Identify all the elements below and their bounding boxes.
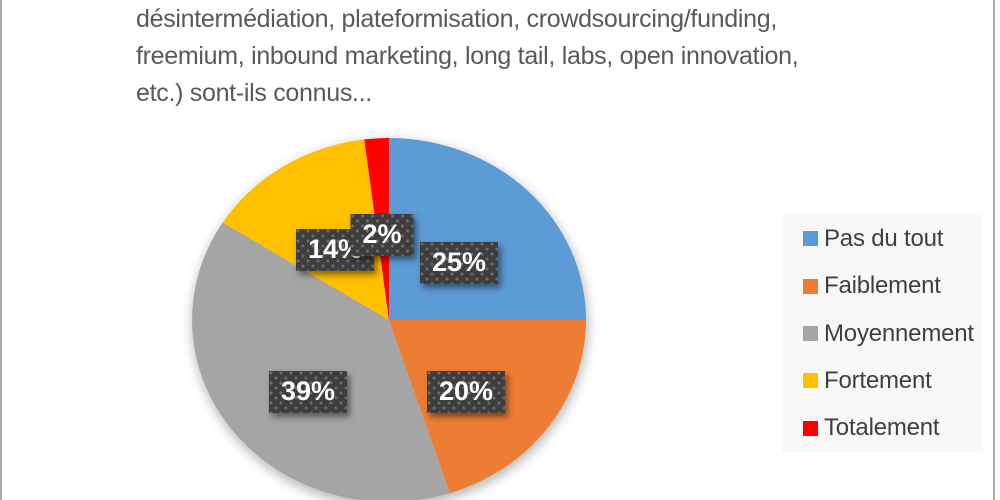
legend-item-totalement[interactable]: Totalement (782, 405, 983, 452)
chart-title-line-3: etc.) sont-ils connus... (136, 79, 372, 107)
legend-item-moyennement[interactable]: Moyennement (782, 310, 983, 357)
pie-slice-pas-du-tout[interactable] (389, 138, 586, 320)
legend-swatch-icon (803, 373, 818, 389)
data-label-faiblement[interactable]: 20% (427, 371, 505, 413)
legend-swatch-icon (803, 326, 818, 341)
chart-legend: Pas du tout Faiblement Moyennement Fortemen… (782, 215, 983, 452)
legend-item-pas-du-tout[interactable]: Pas du tout (782, 215, 983, 262)
legend-label: Faiblement (824, 272, 941, 300)
legend-label: Fortement (824, 366, 932, 394)
legend-label: Pas du tout (824, 224, 944, 252)
chart-title: désintermédiation, plateformisation, cro… (136, 1, 799, 112)
pie-slice-moyennement[interactable] (192, 222, 450, 500)
chart-title-line-1: désintermédiation, plateformisation, cro… (136, 5, 777, 33)
data-label-moyennement[interactable]: 39% (269, 371, 347, 413)
data-label-pas-du-tout[interactable]: 25% (420, 242, 498, 284)
legend-label: Moyennement (824, 319, 974, 347)
pie-slice-fortement[interactable] (222, 139, 389, 320)
page-right-border (993, 0, 995, 500)
legend-swatch-icon (803, 420, 818, 436)
legend-label: Totalement (824, 414, 940, 442)
legend-item-faiblement[interactable]: Faiblement (782, 262, 983, 309)
data-label-totalement[interactable]: 2% (350, 214, 413, 256)
legend-swatch-icon (803, 231, 818, 247)
page-left-border (0, 0, 2, 500)
chart-title-line-2: freemium, inbound marketing, long tail, … (136, 42, 799, 70)
legend-item-fortement[interactable]: Fortement (782, 357, 983, 404)
legend-swatch-icon (803, 278, 818, 294)
data-label-fortement[interactable]: 14% (296, 229, 374, 271)
